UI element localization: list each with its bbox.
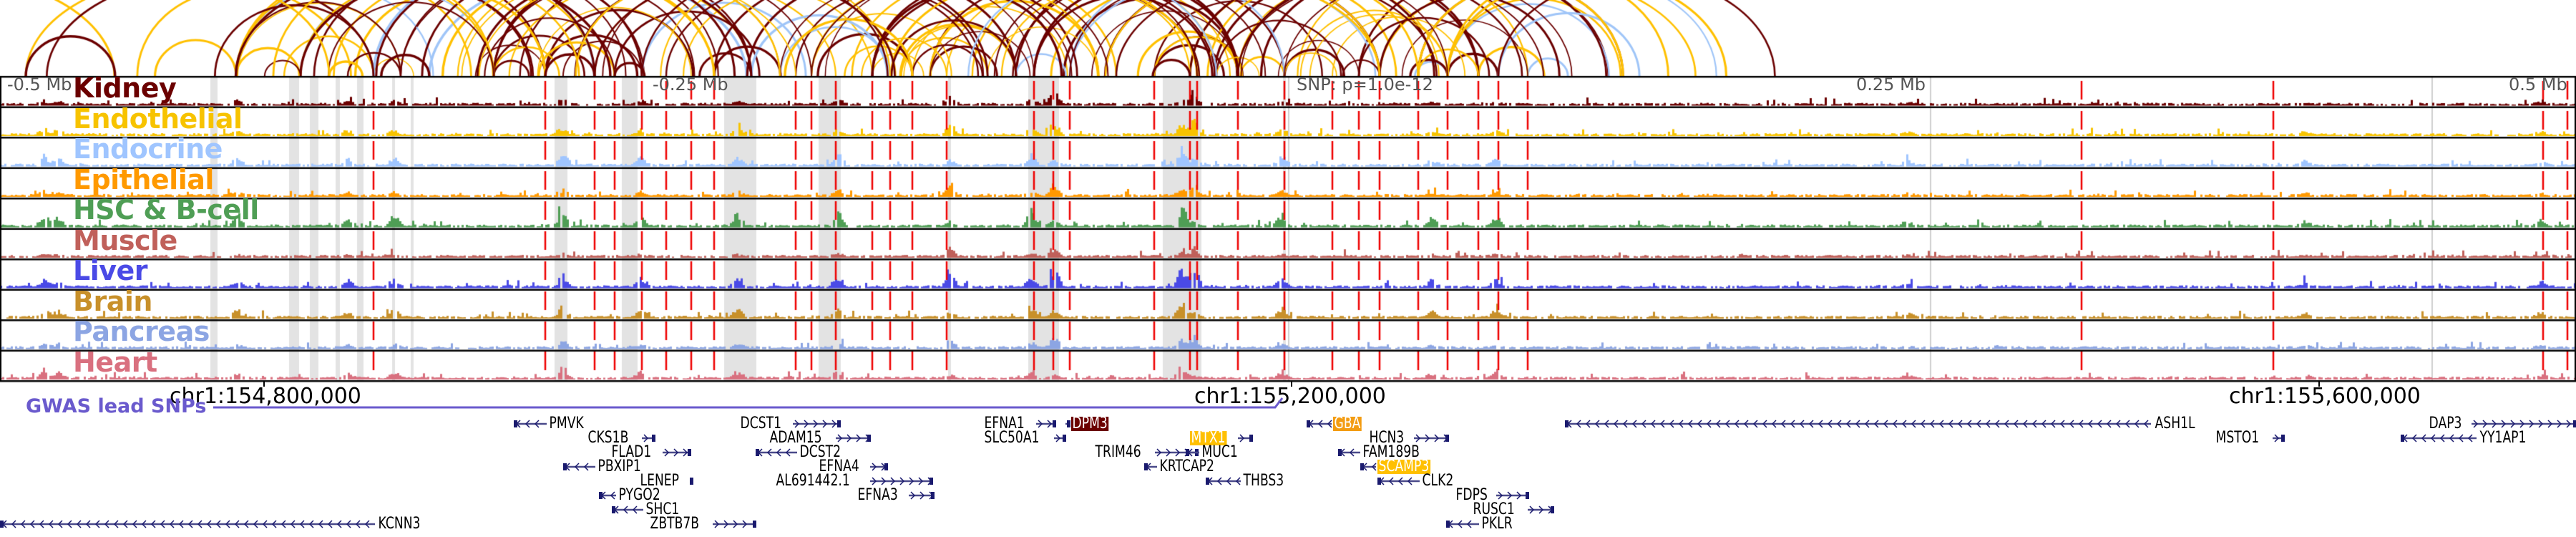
gene-label: CKS1B <box>587 429 629 447</box>
gene-label: FAM189B <box>1362 443 1420 461</box>
gene-label: AL691442.1 <box>776 472 850 490</box>
gene-strand-arrow-icon <box>612 505 643 514</box>
gene-strand-arrow-icon <box>1496 491 1529 500</box>
gene-label: MTX1 <box>1190 429 1227 447</box>
gene-label: EFNA4 <box>819 458 859 475</box>
gene-label: GBA <box>1333 415 1362 432</box>
gene-label: EFNA3 <box>857 486 898 504</box>
gene-strand-arrow-icon <box>793 420 841 428</box>
gene-label: DPM3 <box>1071 415 1109 432</box>
coord-tick <box>2318 381 2320 387</box>
gene-label: EFNA1 <box>984 415 1025 432</box>
gene-strand-arrow-icon <box>1338 448 1360 457</box>
track-label-muscle: Muscle <box>73 224 177 256</box>
gene-label: PMVK <box>549 415 584 432</box>
gene-strand-arrow-icon <box>756 448 797 457</box>
gene-strand-arrow-icon <box>1414 434 1449 442</box>
coord-label: chr1:155,200,000 <box>1194 384 1386 409</box>
gwas-lead-snps-line <box>213 397 1284 409</box>
gene-label: ASH1L <box>2155 415 2195 432</box>
gene-label: ADAM15 <box>769 429 822 447</box>
gene-strand-arrow-icon <box>1144 463 1157 471</box>
gene-label: YY1AP1 <box>2479 429 2527 447</box>
gene-strand-arrow-icon <box>1206 477 1241 485</box>
gene-strand-arrow-icon <box>870 477 933 485</box>
track-label-brain: Brain <box>73 285 152 317</box>
gene-label: KCNN3 <box>378 515 421 533</box>
coord-tick <box>1291 381 1292 387</box>
gene-label: SLC50A1 <box>984 429 1040 447</box>
gene-strand-arrow-icon <box>1565 420 2151 428</box>
gene-label: MSTO1 <box>2215 429 2260 447</box>
coord-tick <box>263 381 265 387</box>
coord-label: chr1:154,800,000 <box>170 384 361 409</box>
track-label-liver: Liver <box>73 255 148 286</box>
gene-strand-arrow-icon <box>563 463 595 471</box>
gene-label: ZBTB7B <box>650 515 700 533</box>
gene-strand-arrow-icon <box>514 420 547 428</box>
gene-strand-arrow-icon <box>0 520 375 528</box>
gene-strand-arrow-icon <box>1054 434 1066 442</box>
gene-label: DAP3 <box>2429 415 2462 432</box>
gene-strand-arrow-icon <box>642 434 655 442</box>
gene-strand-arrow-icon <box>909 491 935 500</box>
gene-strand-arrow-icon <box>713 520 756 528</box>
gene-strand-arrow-icon <box>2472 420 2576 428</box>
gene-label: PBXIP1 <box>597 458 641 475</box>
gene-label: SCAMP3 <box>1377 458 1430 475</box>
axis-label-0.25mb: 0.25 Mb <box>1856 74 1926 95</box>
gene-strand-arrow-icon <box>1065 420 1070 427</box>
gene-strand-arrow-icon <box>1360 463 1377 471</box>
axis-label-minus-0.5mb: -0.5 Mb <box>7 74 72 95</box>
gene-label: RUSC1 <box>1473 500 1515 518</box>
gwas-lead-snps-label: GWAS lead SNPs <box>26 395 207 417</box>
gene-strand-arrow-icon <box>663 448 691 457</box>
track-label-endocrine: Endocrine <box>73 133 223 165</box>
gene-label: PYGO2 <box>618 486 660 504</box>
gene-strand-arrow-icon <box>1307 420 1332 428</box>
gene-label: PKLR <box>1481 515 1513 533</box>
gene-label: DCST2 <box>799 443 841 461</box>
gene-label: LENEP <box>640 472 679 490</box>
axis-label-0.5mb: 0.5 Mb <box>2509 74 2567 95</box>
gene-label: DCST1 <box>740 415 782 432</box>
gene-label: FDPS <box>1455 486 1488 504</box>
gene-label: HCN3 <box>1369 429 1405 447</box>
gene-strand-arrow-icon <box>870 463 888 471</box>
gene-strand-arrow-icon <box>2401 434 2477 442</box>
gene-label: FLAD1 <box>611 443 652 461</box>
gene-strand-arrow-icon <box>836 434 871 442</box>
gene-strand-arrow-icon <box>1377 477 1420 485</box>
gene-strand-arrow-icon <box>2273 434 2285 442</box>
track-label-pancreas: Pancreas <box>73 316 210 347</box>
track-label-hsc-b-cell: HSC & B-cell <box>73 194 259 226</box>
gene-label: SHC1 <box>645 500 680 518</box>
gene-strand-arrow-icon <box>1446 520 1479 528</box>
snp-pvalue-label: SNP: p=1.0e-12 <box>1297 74 1433 95</box>
gene-strand-arrow-icon <box>1528 505 1554 514</box>
track-label-endothelial: Endothelial <box>73 102 243 135</box>
gene-strand-arrow-icon <box>1186 448 1199 457</box>
gene-label: TRIM46 <box>1095 443 1141 461</box>
gene-strand-arrow-icon <box>1238 434 1253 442</box>
gene-strand-arrow-icon <box>690 478 693 485</box>
track-label-heart: Heart <box>73 346 157 378</box>
coord-label: chr1:155,600,000 <box>2229 384 2421 409</box>
track-label-kidney: Kidney <box>73 72 177 104</box>
gene-strand-arrow-icon <box>599 491 616 500</box>
gene-strand-arrow-icon <box>1036 420 1056 428</box>
gene-label: CLK2 <box>1422 472 1454 490</box>
gene-label: THBS3 <box>1243 472 1284 490</box>
track-label-epithelial: Epithelial <box>73 163 214 195</box>
axis-label-minus-0.25mb: -0.25 Mb <box>653 74 728 95</box>
gene-label: MUC1 <box>1201 443 1238 461</box>
gene-label: KRTCAP2 <box>1159 458 1214 475</box>
